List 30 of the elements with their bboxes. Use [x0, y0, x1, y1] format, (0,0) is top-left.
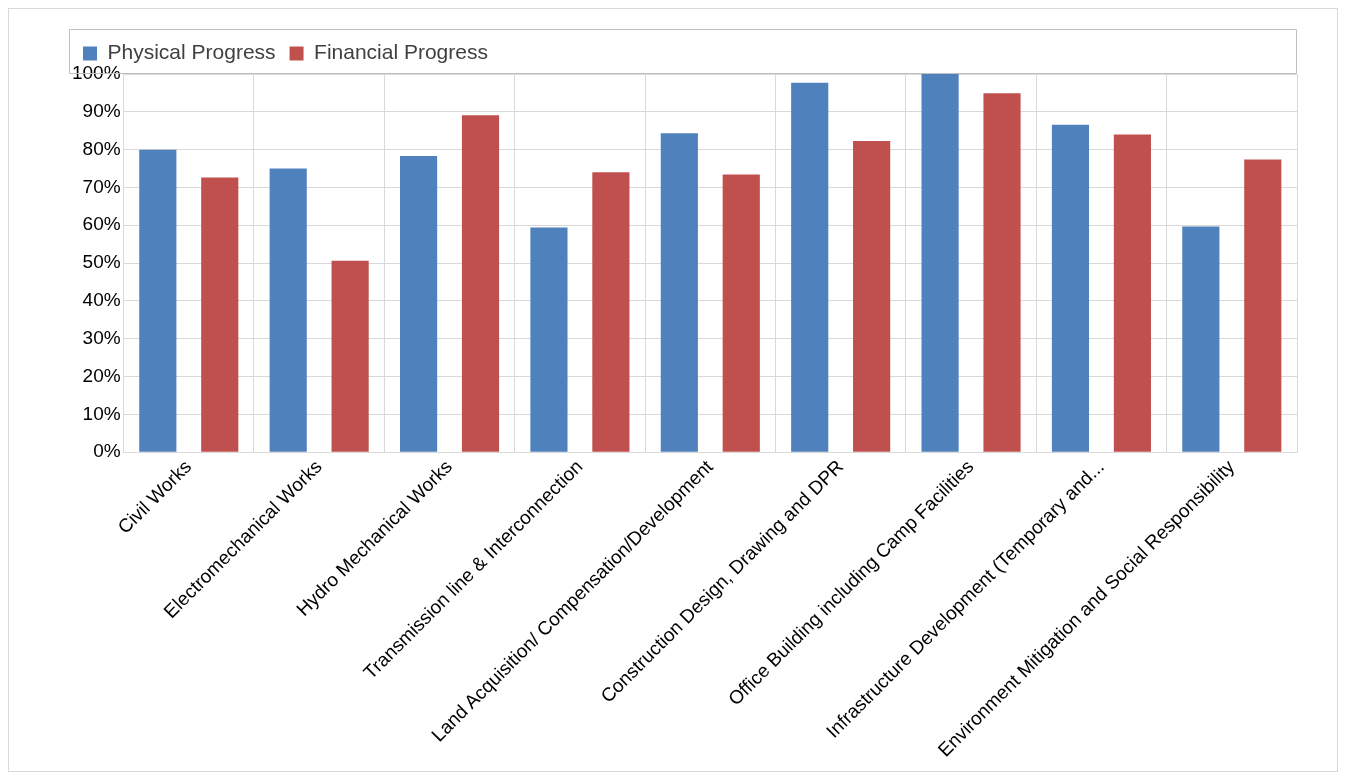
- bar: [791, 82, 829, 452]
- bar: [983, 93, 1021, 452]
- bar: [1051, 124, 1090, 452]
- y-tick-label: 70%: [82, 175, 121, 197]
- legend-label: Financial Progress: [314, 40, 488, 64]
- bar: [139, 149, 177, 452]
- bar: [853, 140, 891, 452]
- bar: [1244, 159, 1282, 452]
- y-tick-label: 0%: [93, 440, 121, 462]
- bar: [461, 115, 500, 452]
- y-tick-label: 60%: [82, 213, 121, 235]
- y-tick-label: 80%: [82, 137, 121, 159]
- bar: [1182, 226, 1220, 452]
- y-tick-label: 30%: [82, 326, 121, 348]
- y-tick-label: 10%: [82, 402, 121, 424]
- y-tick-label: 20%: [82, 364, 121, 386]
- bar: [400, 156, 438, 452]
- bar: [331, 260, 369, 452]
- bar: [530, 227, 568, 452]
- legend-label: Physical Progress: [107, 40, 276, 64]
- bar: [722, 174, 760, 452]
- bar: [269, 168, 307, 452]
- bar: [660, 133, 698, 452]
- bar: [592, 172, 630, 452]
- y-tick-label: 50%: [82, 251, 121, 273]
- y-tick-label: 40%: [82, 289, 121, 311]
- bar: [201, 177, 239, 452]
- bar: [921, 74, 959, 452]
- bar: [1113, 134, 1151, 452]
- y-tick-label: 90%: [82, 100, 121, 122]
